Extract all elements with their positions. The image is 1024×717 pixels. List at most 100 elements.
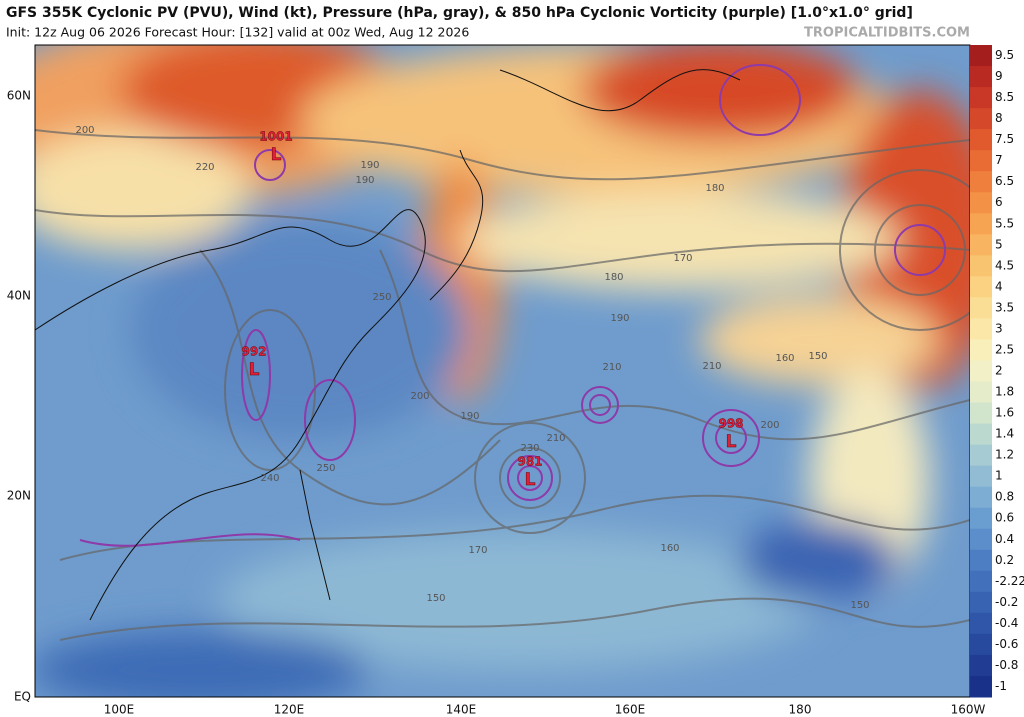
colorbar-cell	[970, 297, 992, 319]
colorbar-label: 0.4	[995, 532, 1014, 546]
contour-label: 210	[702, 361, 721, 372]
lat-label: 20N	[7, 489, 31, 503]
colorbar-cell	[970, 108, 992, 130]
watermark: TROPICALTIDBITS.COM	[804, 26, 970, 41]
lon-label: 140E	[446, 703, 477, 717]
low-pressure: 1001	[259, 130, 292, 144]
contour-label: 150	[808, 351, 827, 362]
contour-label: 190	[360, 160, 379, 171]
colorbar-label: 1	[995, 469, 1003, 483]
colorbar-cell	[970, 171, 992, 193]
colorbar-cell	[970, 45, 992, 67]
title: GFS 355K Cyclonic PV (PVU), Wind (kt), P…	[6, 5, 913, 21]
colorbar-label: -0.2	[995, 595, 1018, 609]
colorbar-label: -0.6	[995, 637, 1018, 651]
contour-label: 170	[673, 253, 692, 264]
colorbar-label: 6.5	[995, 174, 1014, 188]
contour-label: 180	[604, 272, 623, 283]
colorbar-cell	[970, 465, 992, 488]
colorbar-label: 5	[995, 237, 1003, 251]
colorbar-label: 2	[995, 364, 1003, 378]
colorbar-label: -2.22	[995, 574, 1024, 588]
contour-label: 220	[195, 162, 214, 173]
vorticity-contours	[79, 64, 946, 547]
colorbar-label: 7	[995, 153, 1003, 167]
contour-label: 250	[372, 292, 391, 303]
low-symbol: L	[271, 145, 282, 165]
contour-label: 210	[602, 362, 621, 373]
coastlines	[35, 69, 741, 621]
low-pressure: 981	[517, 455, 542, 469]
contour-label: 190	[460, 411, 479, 422]
lon-label: 100E	[104, 703, 135, 717]
contour-label: 230	[520, 443, 539, 454]
colorbar-cell	[970, 381, 992, 404]
contour-label: 180	[705, 183, 724, 194]
colorbar-label: 4.5	[995, 258, 1014, 272]
low-pressure: 998	[718, 417, 743, 431]
lat-label: EQ	[14, 690, 31, 704]
pressure-contours	[35, 129, 970, 641]
colorbar-label: 0.6	[995, 511, 1014, 525]
colorbar-label: 3.5	[995, 300, 1014, 314]
colorbar-cell	[970, 549, 992, 572]
colorbar-label: 2.5	[995, 342, 1014, 356]
contour-label: 160	[660, 543, 679, 554]
colorbar-cell	[970, 402, 992, 425]
colorbar-label: 1.8	[995, 385, 1014, 399]
colorbar-label: 1.2	[995, 448, 1014, 462]
map-area	[35, 45, 970, 697]
colorbar-cell	[970, 234, 992, 256]
colorbar-label: 3	[995, 321, 1003, 335]
contour-label: 250	[316, 463, 335, 474]
colorbar-cell	[970, 318, 992, 340]
colorbar-label: 1.6	[995, 406, 1014, 420]
colorbar-label: 9	[995, 69, 1003, 83]
lon-label: 160E	[615, 703, 646, 717]
colorbar-label: 9.5	[995, 48, 1014, 62]
colorbar-cell	[970, 528, 992, 551]
contour-label: 190	[610, 313, 629, 324]
contour-label: 150	[426, 593, 445, 604]
contour-label: 190	[355, 175, 374, 186]
contour-label: 200	[760, 420, 779, 431]
colorbar-label: 1.4	[995, 427, 1014, 441]
lon-label: 180	[789, 703, 812, 717]
contour-label: 200	[410, 391, 429, 402]
colorbar-cell	[970, 654, 992, 677]
colorbar-label: 0.2	[995, 553, 1014, 567]
contour-label: 210	[546, 433, 565, 444]
colorbar-cell	[970, 129, 992, 151]
colorbar-cell	[970, 339, 992, 361]
colorbar-cell	[970, 66, 992, 88]
colorbar-cell	[970, 675, 992, 698]
colorbar-label: 7.5	[995, 132, 1014, 146]
colorbar-label: 0.8	[995, 490, 1014, 504]
lat-label: 60N	[7, 89, 31, 103]
colorbar-cell	[970, 444, 992, 467]
colorbar-label: 5.5	[995, 216, 1014, 230]
colorbar-cell	[970, 507, 992, 530]
colorbar-label: 4	[995, 279, 1003, 293]
contour-label: 200	[75, 125, 94, 136]
low-pressure: 992	[241, 345, 266, 359]
lat-label: 40N	[7, 289, 31, 303]
colorbar-label: 8	[995, 111, 1003, 125]
colorbar-cell	[970, 570, 992, 593]
colorbar-cell	[970, 612, 992, 635]
contour-label: 170	[468, 545, 487, 556]
colorbar-cell	[970, 87, 992, 109]
colorbar-label: -0.4	[995, 616, 1018, 630]
colorbar: 9.5 9 8.5 8 7.5 7 6.5 6 5.5 5 4.5 4 3.5 3 2.5 2 1.8 1.6 1.…	[970, 45, 1024, 698]
contour-label: 150	[850, 600, 869, 611]
contour-label: 240	[260, 473, 279, 484]
colorbar-cell	[970, 591, 992, 614]
colorbar-cell	[970, 360, 992, 383]
colorbar-cell	[970, 192, 992, 214]
low-symbol: L	[249, 360, 260, 380]
contour-label: 160	[775, 353, 794, 364]
colorbar-cell	[970, 276, 992, 298]
colorbar-label: -0.8	[995, 658, 1018, 672]
colorbar-cell	[970, 633, 992, 656]
